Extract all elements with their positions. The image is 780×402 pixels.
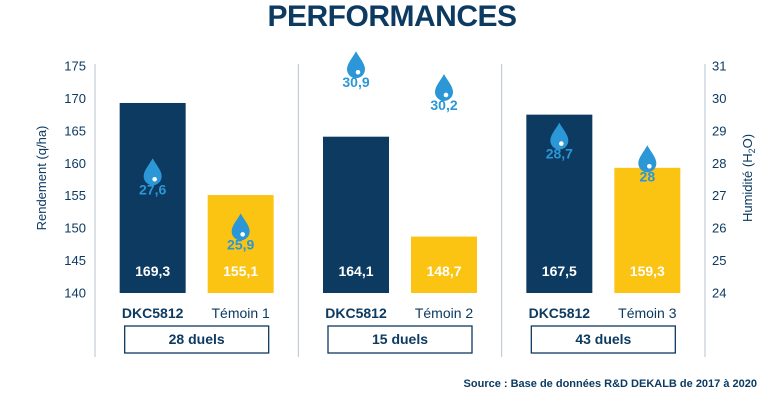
duel-boxes: 28 duels 15 duels 43 duels <box>124 325 676 354</box>
humidity-value-label: 28 <box>640 168 656 184</box>
y2-tick-label: 26 <box>712 221 726 236</box>
humidity-value-label: 28,7 <box>546 146 573 162</box>
duel-box <box>530 325 676 354</box>
chart-title: PERFORMANCES <box>267 0 516 33</box>
duel-box <box>327 325 473 354</box>
bar-temoin <box>614 167 681 293</box>
bar-value-label: 148,7 <box>426 263 461 279</box>
y-tick-label: 155 <box>64 188 86 203</box>
humidity-value-label: 25,9 <box>227 236 254 252</box>
category-label: DKC5812 <box>529 305 591 321</box>
bar-value-label: 164,1 <box>338 263 373 279</box>
water-drop-shape <box>638 145 657 173</box>
category-labels: DKC5812 Témoin 1 DKC5812 Témoin 2 DKC5812 Tém… <box>122 305 677 321</box>
y2-tick-label: 25 <box>712 253 726 268</box>
water-drop-icon <box>435 73 453 101</box>
water-drop-icon <box>638 145 657 173</box>
water-drop-highlight <box>647 163 652 169</box>
y-tick-label: 175 <box>64 59 86 74</box>
y2-tick-label: 27 <box>712 188 726 203</box>
water-drop-highlight <box>443 92 449 98</box>
water-drop-icon <box>347 51 365 79</box>
y2-axis-label: Humidité (H2O) <box>740 134 757 222</box>
y2-tick-label: 24 <box>712 286 726 301</box>
duel-box <box>124 325 270 354</box>
y-tick-label: 165 <box>64 123 86 138</box>
bar-temoin <box>411 236 477 293</box>
bar-dkc <box>119 102 186 294</box>
y2-tick-label: 31 <box>712 59 726 74</box>
category-label: DKC5812 <box>122 305 184 321</box>
water-drop-shape <box>231 213 250 241</box>
bar-value-label: 169,3 <box>135 263 170 279</box>
water-drop-icon <box>231 213 250 241</box>
water-drop-shape <box>143 158 162 186</box>
category-label: Témoin 3 <box>618 305 677 321</box>
humidity-value-label: 27,6 <box>139 181 166 197</box>
y-tick-label: 140 <box>64 286 86 301</box>
y2-tick-label: 30 <box>712 91 726 106</box>
y-axis-label: Rendement (q/ha) <box>34 126 49 231</box>
y-tick-label: 145 <box>64 253 86 268</box>
group-separators <box>94 64 706 357</box>
duel-label: 28 duels <box>169 331 225 347</box>
bar-dkc <box>323 136 389 293</box>
category-label: Témoin 2 <box>415 305 474 321</box>
y-tick-label: 160 <box>64 156 86 171</box>
y-tick-label: 150 <box>64 221 86 236</box>
water-drop-highlight <box>355 69 361 75</box>
category-label: Témoin 1 <box>211 305 270 321</box>
bar-temoin <box>207 195 274 293</box>
duel-label: 15 duels <box>372 331 428 347</box>
bars: 169,3 155,1 164,1 148,7 167,5 159,3 <box>119 102 681 294</box>
bar-value-label: 167,5 <box>542 263 577 279</box>
y-tick-label: 170 <box>64 91 86 106</box>
water-drop-highlight <box>240 232 245 237</box>
y2-axis-label-sub: 2 <box>747 148 757 153</box>
y2-axis-label-prefix: Humidité (H <box>740 153 755 222</box>
water-drop-icon <box>550 122 569 150</box>
water-drop-shape <box>347 51 365 79</box>
water-drop-icon <box>143 158 162 186</box>
y2-axis-label-suffix: O) <box>740 134 755 148</box>
y2-tick-label: 28 <box>712 156 726 171</box>
bar-value-label: 159,3 <box>630 263 665 279</box>
water-drop-highlight <box>152 176 157 182</box>
y2-tick-label: 29 <box>712 123 726 138</box>
axis-ticks: 140 145 150 155 160 165 170 175 24 25 26 27 28 29 30 31 <box>64 59 726 301</box>
humidity-value-label: 30,2 <box>430 97 457 113</box>
humidity-value-label: 30,9 <box>342 74 369 90</box>
bar-value-label: 155,1 <box>223 263 258 279</box>
humidity-markers: 27,6 25,9 30,9 30,2 28,7 28 <box>139 51 657 252</box>
category-label: DKC5812 <box>325 305 387 321</box>
water-drop-shape <box>550 122 569 150</box>
water-drop-highlight <box>559 141 564 146</box>
source-note: Source : Base de données R&D DEKALB de 2… <box>464 378 757 390</box>
duel-label: 43 duels <box>575 331 631 347</box>
water-drop-shape <box>435 73 453 101</box>
